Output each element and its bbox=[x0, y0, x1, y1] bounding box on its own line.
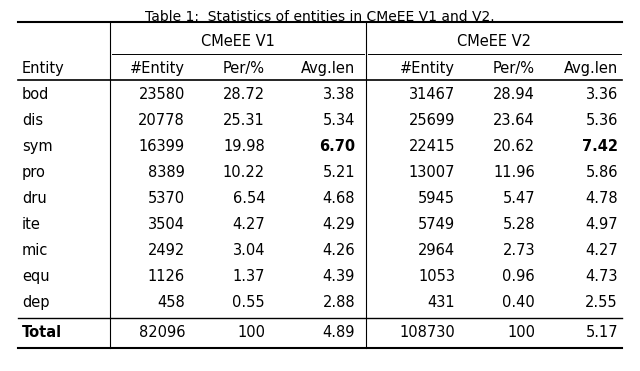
Text: pro: pro bbox=[22, 165, 46, 180]
Text: 3504: 3504 bbox=[148, 217, 185, 232]
Text: Total: Total bbox=[22, 325, 62, 340]
Text: Avg.len: Avg.len bbox=[301, 60, 355, 76]
Text: Per/%: Per/% bbox=[223, 60, 265, 76]
Text: #Entity: #Entity bbox=[400, 60, 455, 76]
Text: Table 1:  Statistics of entities in CMeEE V1 and V2.: Table 1: Statistics of entities in CMeEE… bbox=[145, 10, 495, 24]
Text: 4.73: 4.73 bbox=[586, 269, 618, 284]
Text: 20778: 20778 bbox=[138, 113, 185, 128]
Text: 4.27: 4.27 bbox=[585, 243, 618, 258]
Text: 100: 100 bbox=[507, 325, 535, 340]
Text: Entity: Entity bbox=[22, 60, 65, 76]
Text: 5.34: 5.34 bbox=[323, 113, 355, 128]
Text: 23.64: 23.64 bbox=[493, 113, 535, 128]
Text: 25.31: 25.31 bbox=[223, 113, 265, 128]
Text: CMeEE V1: CMeEE V1 bbox=[201, 35, 275, 49]
Text: 1.37: 1.37 bbox=[232, 269, 265, 284]
Text: 6.70: 6.70 bbox=[319, 139, 355, 154]
Text: 8389: 8389 bbox=[148, 165, 185, 180]
Text: 2.55: 2.55 bbox=[586, 295, 618, 310]
Text: 0.40: 0.40 bbox=[502, 295, 535, 310]
Text: 4.89: 4.89 bbox=[323, 325, 355, 340]
Text: 431: 431 bbox=[428, 295, 455, 310]
Text: bod: bod bbox=[22, 87, 49, 102]
Text: 10.22: 10.22 bbox=[223, 165, 265, 180]
Text: Avg.len: Avg.len bbox=[564, 60, 618, 76]
Text: 82096: 82096 bbox=[138, 325, 185, 340]
Text: 458: 458 bbox=[157, 295, 185, 310]
Text: 100: 100 bbox=[237, 325, 265, 340]
Text: 28.72: 28.72 bbox=[223, 87, 265, 102]
Text: 2.73: 2.73 bbox=[502, 243, 535, 258]
Text: #Entity: #Entity bbox=[130, 60, 185, 76]
Text: 28.94: 28.94 bbox=[493, 87, 535, 102]
Text: 108730: 108730 bbox=[399, 325, 455, 340]
Text: 6.54: 6.54 bbox=[232, 191, 265, 206]
Text: 5.47: 5.47 bbox=[502, 191, 535, 206]
Text: 4.27: 4.27 bbox=[232, 217, 265, 232]
Text: 31467: 31467 bbox=[409, 87, 455, 102]
Text: equ: equ bbox=[22, 269, 50, 284]
Text: 5.28: 5.28 bbox=[502, 217, 535, 232]
Text: 1053: 1053 bbox=[418, 269, 455, 284]
Text: 3.04: 3.04 bbox=[232, 243, 265, 258]
Text: CMeEE V2: CMeEE V2 bbox=[457, 35, 531, 49]
Text: 5.86: 5.86 bbox=[586, 165, 618, 180]
Text: 7.42: 7.42 bbox=[582, 139, 618, 154]
Text: 5749: 5749 bbox=[418, 217, 455, 232]
Text: 16399: 16399 bbox=[139, 139, 185, 154]
Text: 13007: 13007 bbox=[408, 165, 455, 180]
Text: 2964: 2964 bbox=[418, 243, 455, 258]
Text: dep: dep bbox=[22, 295, 49, 310]
Text: dru: dru bbox=[22, 191, 47, 206]
Text: 3.36: 3.36 bbox=[586, 87, 618, 102]
Text: 0.55: 0.55 bbox=[232, 295, 265, 310]
Text: 0.96: 0.96 bbox=[502, 269, 535, 284]
Text: 4.97: 4.97 bbox=[586, 217, 618, 232]
Text: 23580: 23580 bbox=[139, 87, 185, 102]
Text: 19.98: 19.98 bbox=[223, 139, 265, 154]
Text: 2492: 2492 bbox=[148, 243, 185, 258]
Text: 5.17: 5.17 bbox=[586, 325, 618, 340]
Text: 25699: 25699 bbox=[408, 113, 455, 128]
Text: ite: ite bbox=[22, 217, 41, 232]
Text: 4.68: 4.68 bbox=[323, 191, 355, 206]
Text: sym: sym bbox=[22, 139, 52, 154]
Text: 3.38: 3.38 bbox=[323, 87, 355, 102]
Text: 2.88: 2.88 bbox=[323, 295, 355, 310]
Text: 4.26: 4.26 bbox=[323, 243, 355, 258]
Text: 11.96: 11.96 bbox=[493, 165, 535, 180]
Text: 5945: 5945 bbox=[418, 191, 455, 206]
Text: 22415: 22415 bbox=[408, 139, 455, 154]
Text: 5.36: 5.36 bbox=[586, 113, 618, 128]
Text: 20.62: 20.62 bbox=[493, 139, 535, 154]
Text: dis: dis bbox=[22, 113, 43, 128]
Text: 4.78: 4.78 bbox=[586, 191, 618, 206]
Text: 5370: 5370 bbox=[148, 191, 185, 206]
Text: mic: mic bbox=[22, 243, 49, 258]
Text: 5.21: 5.21 bbox=[323, 165, 355, 180]
Text: 4.29: 4.29 bbox=[323, 217, 355, 232]
Text: Per/%: Per/% bbox=[493, 60, 535, 76]
Text: 4.39: 4.39 bbox=[323, 269, 355, 284]
Text: 1126: 1126 bbox=[148, 269, 185, 284]
